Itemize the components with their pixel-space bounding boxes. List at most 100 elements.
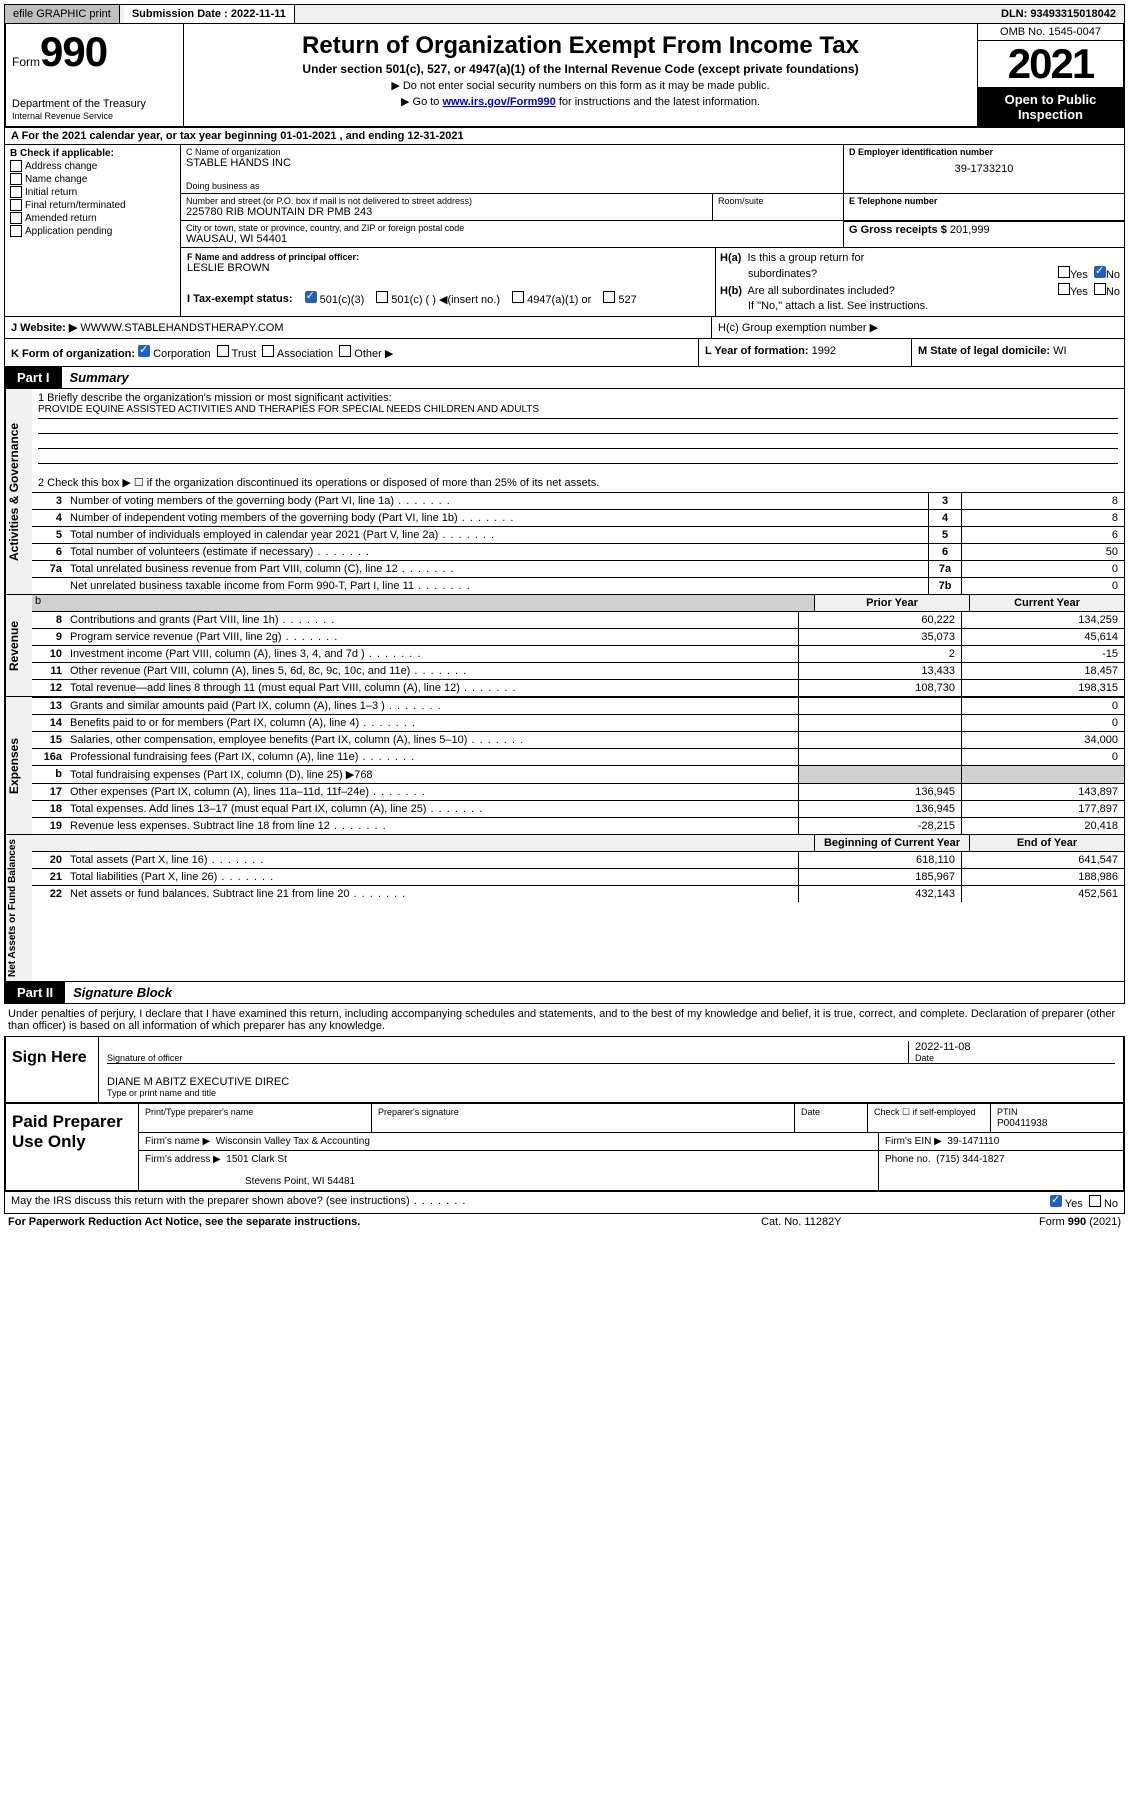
check-trust[interactable]: Trust bbox=[217, 348, 257, 360]
line-number: 7a bbox=[32, 561, 66, 577]
summary-line: 20 Total assets (Part X, line 16) 618,11… bbox=[32, 851, 1124, 868]
check-corp[interactable]: Corporation bbox=[138, 348, 211, 360]
disposal-question: 2 Check this box ▶ ☐ if the organization… bbox=[38, 476, 1118, 489]
telephone-cell: E Telephone number bbox=[843, 194, 1124, 220]
check-527[interactable]: 527 bbox=[603, 291, 636, 306]
line-description: Net assets or fund balances. Subtract li… bbox=[66, 886, 798, 902]
hc-cell: H(c) Group exemption number ▶ bbox=[712, 317, 1124, 338]
line-value: 6 bbox=[961, 527, 1124, 543]
officer-cell: F Name and address of principal officer:… bbox=[181, 248, 715, 316]
current-year-value bbox=[961, 766, 1124, 783]
ha-label2: subordinates? bbox=[720, 268, 1052, 280]
line-description: Total revenue—add lines 8 through 11 (mu… bbox=[66, 680, 798, 696]
checkbox-icon bbox=[1094, 283, 1106, 295]
prior-year-value bbox=[798, 766, 961, 783]
ein-label: D Employer identification number bbox=[849, 147, 1119, 157]
line-number: 3 bbox=[32, 493, 66, 509]
check-address-change[interactable]: Address change bbox=[10, 160, 175, 172]
side-label-revenue: Revenue bbox=[5, 595, 32, 696]
firm-name-cell: Firm's name ▶ Wisconsin Valley Tax & Acc… bbox=[139, 1133, 879, 1150]
check-application-pending[interactable]: Application pending bbox=[10, 225, 175, 237]
room-cell: Room/suite bbox=[712, 194, 843, 220]
mission-question: 1 Briefly describe the organization's mi… bbox=[38, 392, 1118, 404]
expenses-section: Expenses 13 Grants and similar amounts p… bbox=[4, 697, 1125, 835]
line-description: Number of voting members of the governin… bbox=[66, 493, 928, 509]
website-cell: J Website: ▶ WWWW.STABLEHANDSTHERAPY.COM bbox=[5, 317, 712, 338]
summary-line: 3 Number of voting members of the govern… bbox=[32, 492, 1124, 509]
summary-line: 9 Program service revenue (Part VIII, li… bbox=[32, 628, 1124, 645]
group-return-cell: H(a) Is this a group return for subordin… bbox=[715, 248, 1124, 316]
prior-year-value: 432,143 bbox=[798, 886, 961, 902]
submission-date-label: Submission Date : bbox=[132, 8, 228, 20]
signature-date: 2022-11-08 Date bbox=[908, 1041, 1115, 1063]
line-number: 8 bbox=[32, 612, 66, 628]
efile-graphic-label[interactable]: efile GRAPHIC print bbox=[5, 5, 120, 23]
self-employed-cell[interactable]: Check ☐ if self-employed bbox=[868, 1104, 991, 1132]
officer-signature[interactable]: Signature of officer bbox=[107, 1041, 908, 1063]
side-label-expenses: Expenses bbox=[5, 697, 32, 834]
summary-line: 5 Total number of individuals employed i… bbox=[32, 526, 1124, 543]
current-year-value: -15 bbox=[961, 646, 1124, 662]
city-label: City or town, state or province, country… bbox=[186, 223, 838, 233]
discuss-yes[interactable]: Yes bbox=[1050, 1195, 1083, 1210]
checkbox-icon bbox=[1089, 1195, 1101, 1207]
check-501c[interactable]: 501(c) ( ) ◀(insert no.) bbox=[376, 291, 500, 306]
line-box-number: 6 bbox=[928, 544, 961, 560]
check-name-change[interactable]: Name change bbox=[10, 173, 175, 185]
hc-label: H(c) Group exemption number ▶ bbox=[718, 322, 878, 334]
sign-here-label: Sign Here bbox=[6, 1037, 99, 1102]
prior-year-value: 60,222 bbox=[798, 612, 961, 628]
eoy-header: End of Year bbox=[969, 835, 1124, 851]
checkbox-icon bbox=[217, 345, 229, 357]
website-value: WWWW.STABLEHANDSTHERAPY.COM bbox=[80, 322, 283, 334]
ha-yes[interactable]: Yes bbox=[1058, 266, 1088, 281]
check-assoc[interactable]: Association bbox=[262, 348, 333, 360]
summary-line: 14 Benefits paid to or for members (Part… bbox=[32, 714, 1124, 731]
checkbox-checked-icon bbox=[138, 345, 150, 357]
current-year-value: 143,897 bbox=[961, 784, 1124, 800]
part1-title: Summary bbox=[62, 367, 1124, 388]
checkbox-icon bbox=[376, 291, 388, 303]
prior-year-value bbox=[798, 732, 961, 748]
check-other[interactable]: Other ▶ bbox=[339, 348, 393, 360]
ha-no[interactable]: No bbox=[1094, 266, 1120, 281]
dln: DLN: 93493315018042 bbox=[993, 5, 1124, 23]
check-final-return[interactable]: Final return/terminated bbox=[10, 199, 175, 211]
line-number: 10 bbox=[32, 646, 66, 662]
hb-yes[interactable]: Yes bbox=[1058, 283, 1088, 298]
form-org-cell: K Form of organization: Corporation Trus… bbox=[5, 339, 699, 366]
hb-no[interactable]: No bbox=[1094, 283, 1120, 298]
current-year-value: 45,614 bbox=[961, 629, 1124, 645]
row-a-tax-year: A For the 2021 calendar year, or tax yea… bbox=[4, 128, 1125, 145]
discuss-no[interactable]: No bbox=[1089, 1195, 1118, 1210]
line-description: Other expenses (Part IX, column (A), lin… bbox=[66, 784, 798, 800]
check-initial-return[interactable]: Initial return bbox=[10, 186, 175, 198]
officer-name: LESLIE BROWN bbox=[187, 262, 709, 274]
prior-year-value: 136,945 bbox=[798, 784, 961, 800]
line-description: Total number of volunteers (estimate if … bbox=[66, 544, 928, 560]
check-amended[interactable]: Amended return bbox=[10, 212, 175, 224]
activities-governance-section: Activities & Governance 1 Briefly descri… bbox=[4, 389, 1125, 595]
current-year-value: 641,547 bbox=[961, 852, 1124, 868]
irs-link[interactable]: www.irs.gov/Form990 bbox=[442, 96, 555, 108]
preparer-date-cell: Date bbox=[795, 1104, 868, 1132]
line-number: 21 bbox=[32, 869, 66, 885]
line-number: 22 bbox=[32, 886, 66, 902]
line-box-number: 3 bbox=[928, 493, 961, 509]
submission-date-value: 2022-11-11 bbox=[231, 8, 286, 20]
check-4947[interactable]: 4947(a)(1) or bbox=[512, 291, 591, 306]
org-name-cell: C Name of organization STABLE HANDS INC … bbox=[181, 145, 843, 193]
mission-block: 1 Briefly describe the organization's mi… bbox=[32, 389, 1124, 492]
line-description: Number of independent voting members of … bbox=[66, 510, 928, 526]
prior-year-value: 13,433 bbox=[798, 663, 961, 679]
hb-note: If "No," attach a list. See instructions… bbox=[720, 300, 1120, 312]
form-note2: ▶ Go to www.irs.gov/Form990 for instruct… bbox=[190, 95, 971, 108]
prior-year-value bbox=[798, 715, 961, 731]
row-klm: K Form of organization: Corporation Trus… bbox=[4, 339, 1125, 367]
form-subtitle: Under section 501(c), 527, or 4947(a)(1)… bbox=[190, 62, 971, 76]
check-501c3[interactable]: 501(c)(3) bbox=[305, 291, 365, 306]
mission-blank-line bbox=[38, 419, 1118, 434]
prior-year-value: 2 bbox=[798, 646, 961, 662]
city-value: WAUSAU, WI 54401 bbox=[186, 233, 838, 245]
form-version: Form 990 (2021) bbox=[961, 1216, 1121, 1228]
